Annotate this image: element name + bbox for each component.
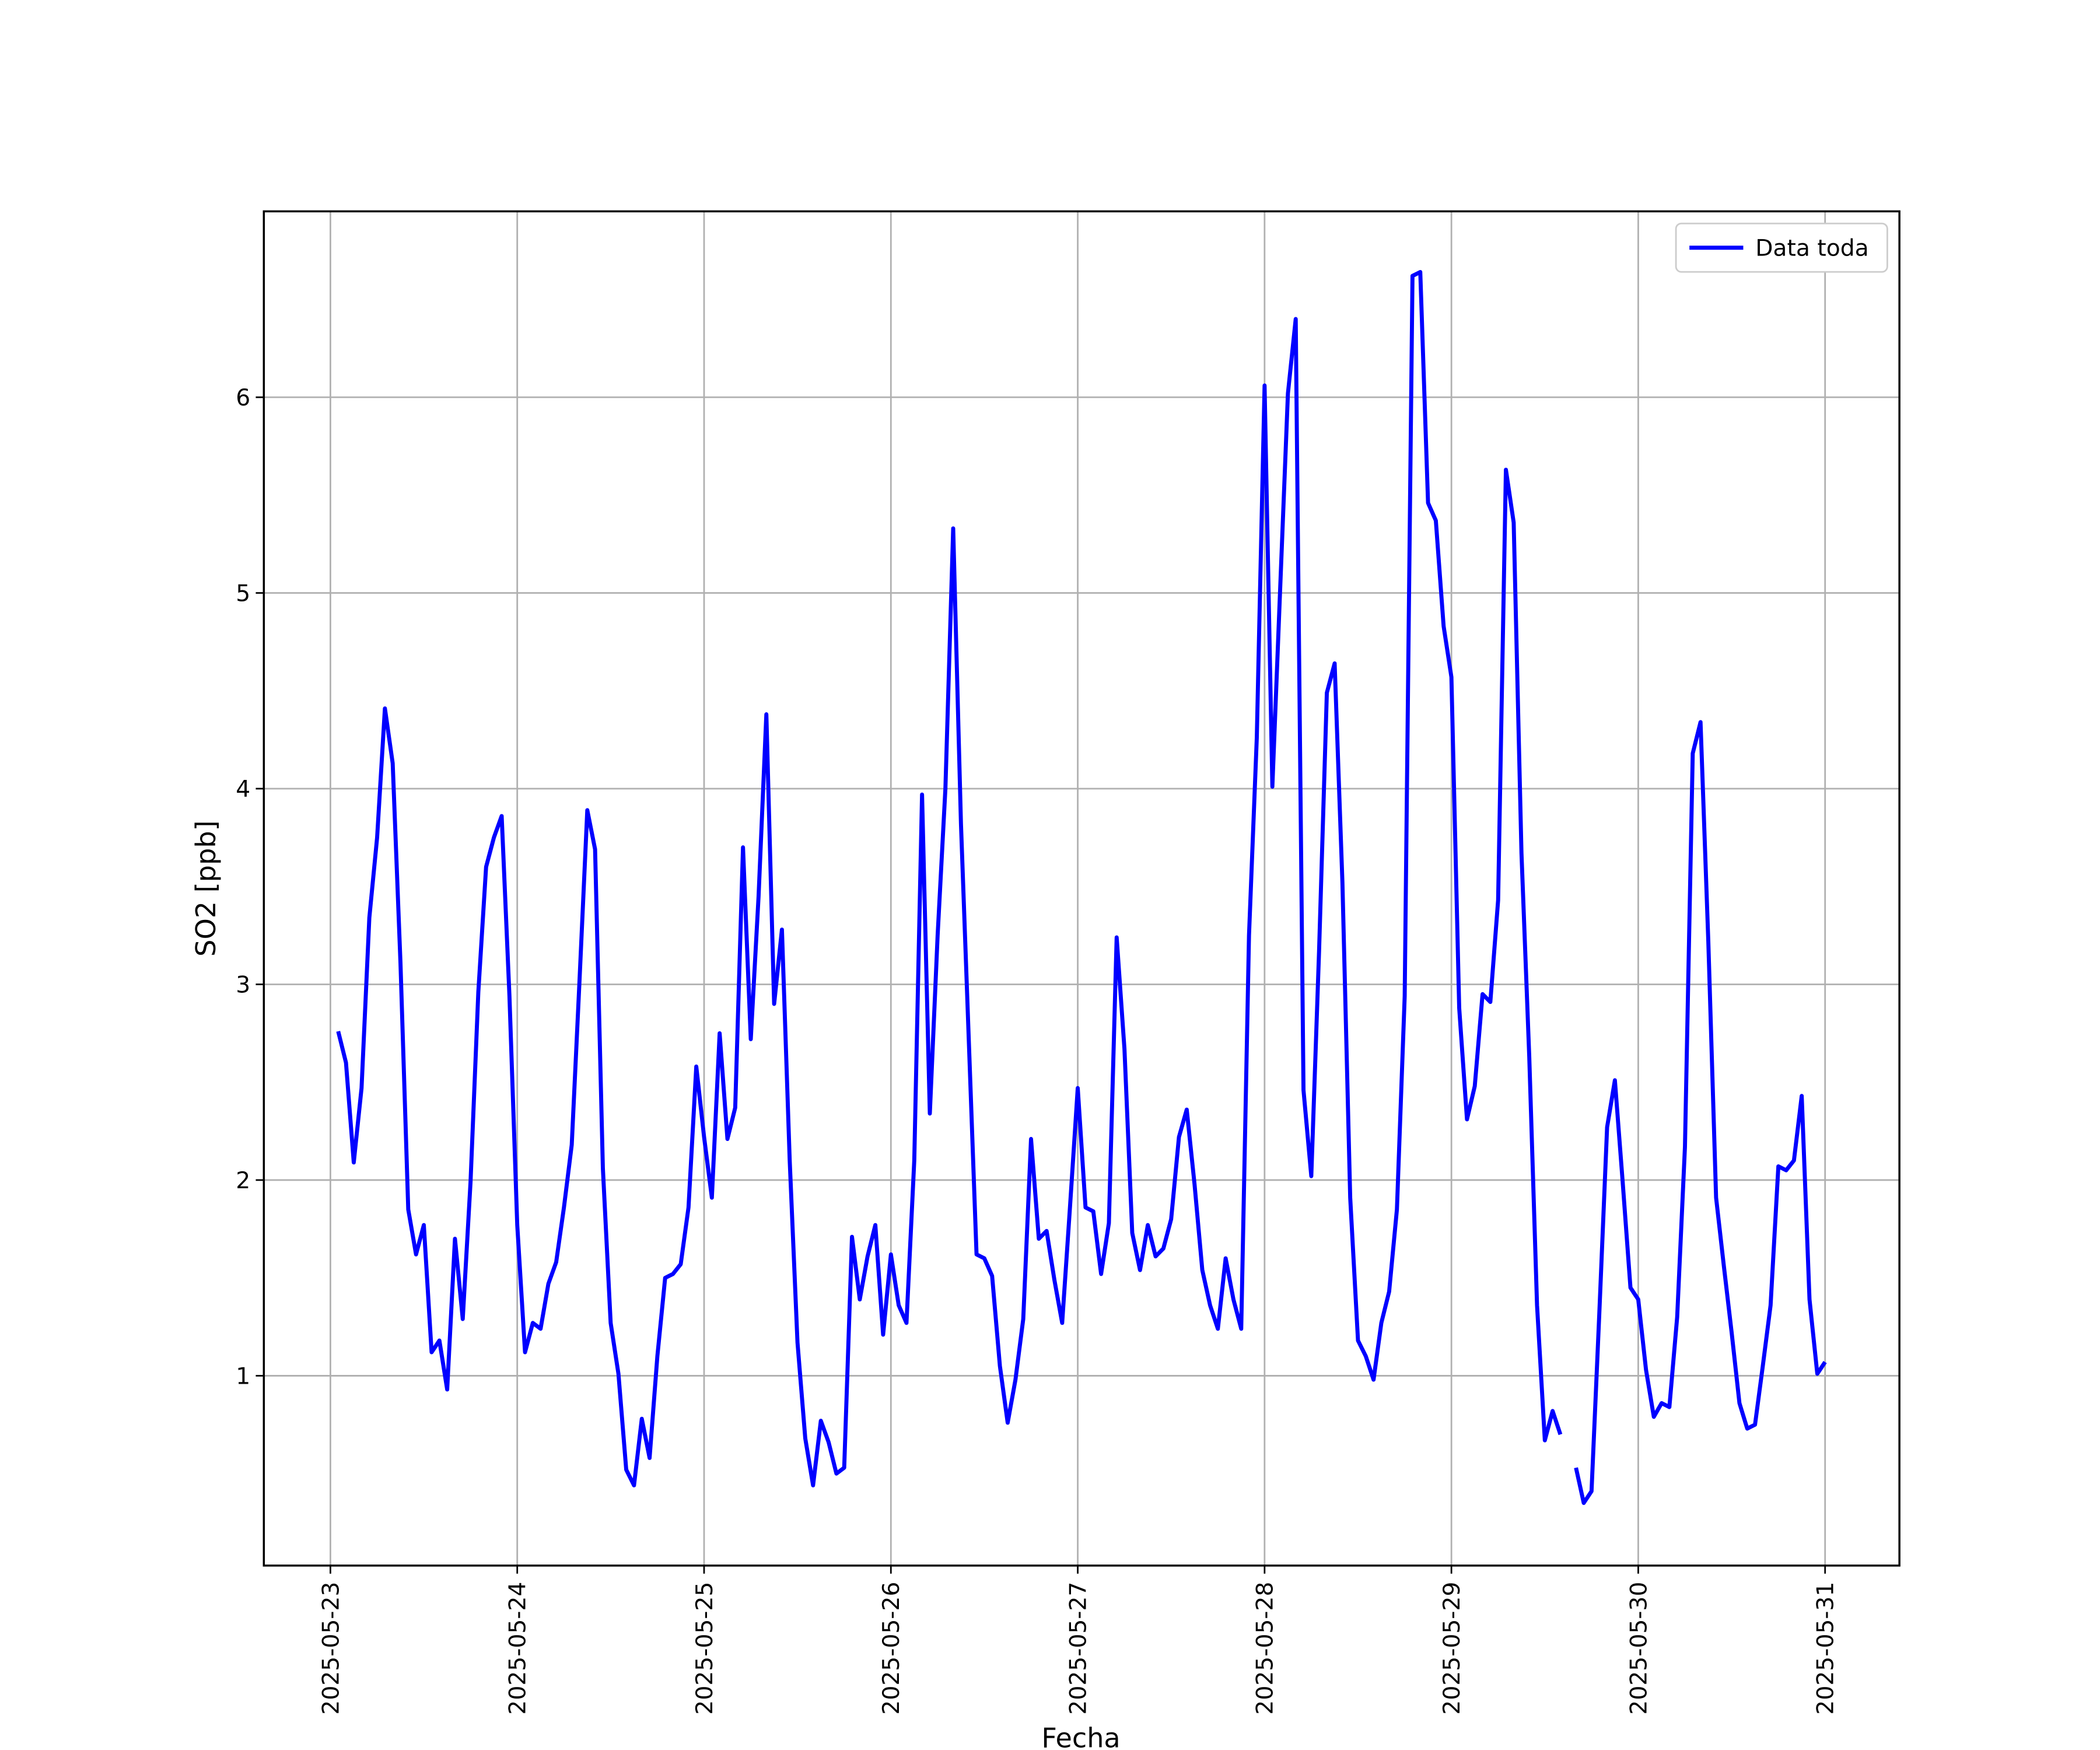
x-tick-label: 2025-05-27 — [1065, 1582, 1091, 1715]
data-line — [336, 270, 1827, 1505]
y-axis-label: SO2 [ppb] — [190, 820, 222, 957]
x-tick-label: 2025-05-30 — [1626, 1582, 1652, 1715]
x-tick-label: 2025-05-24 — [505, 1582, 531, 1715]
y-tick-label: 1 — [236, 1363, 250, 1390]
y-tick-label: 4 — [236, 776, 250, 803]
x-tick-label: 2025-05-25 — [692, 1582, 718, 1715]
legend: Data toda — [1675, 222, 1888, 273]
y-tick-label: 2 — [236, 1168, 250, 1194]
x-tick-label: 2025-05-29 — [1439, 1582, 1465, 1715]
legend-box — [1675, 222, 1888, 273]
y-tick-label: 3 — [236, 972, 250, 998]
plot-frame — [262, 210, 1901, 1567]
legend-label: Data toda — [1755, 235, 1868, 261]
x-axis-label: Fecha — [1041, 1722, 1120, 1750]
y-tick-label: 6 — [236, 385, 250, 411]
x-tick-label: 2025-05-23 — [318, 1582, 344, 1715]
x-tick-label: 2025-05-31 — [1813, 1582, 1839, 1715]
x-tick-label: 2025-05-26 — [878, 1582, 905, 1715]
y-tick-label: 5 — [236, 580, 250, 607]
x-tick-label: 2025-05-28 — [1252, 1582, 1279, 1715]
